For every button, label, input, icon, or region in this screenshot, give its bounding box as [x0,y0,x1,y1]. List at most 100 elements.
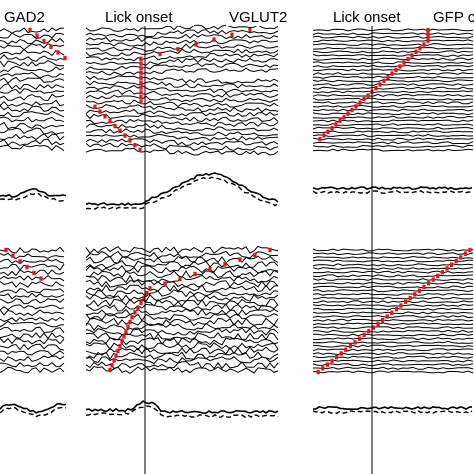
average-trace-vglut2-top [85,172,279,207]
onset-marker-gfp-bot-30 [335,355,339,360]
trace-vglut2-top-23 [85,133,279,142]
trace-gad2-bot-6 [0,274,65,282]
onset-marker-vglut2-top-24 [128,138,132,143]
trace-vglut2-bot-24 [85,356,279,365]
trace-vglut2-top-2 [85,29,279,38]
onset-marker-gfp-top-17 [374,86,378,91]
onset-marker-vglut2-bot-15 [130,315,134,320]
trace-vglut2-top-7 [85,53,279,62]
onset-marker-vglut2-bot-5 [208,267,212,272]
trace-vglut2-bot-9 [85,284,279,293]
trace-gfp-bot-8 [312,274,474,278]
onset-marker-gfp-bot-18 [390,310,394,315]
trace-gfp-bot-15 [312,300,473,304]
average-trace-gad2-bot [0,402,67,414]
onset-marker-vglut2-bot-11 [142,295,146,301]
onset-marker-vglut2-bot-17 [126,324,130,329]
trace-gfp-bot-19 [312,315,474,319]
trace-gfp-bot-22 [312,326,474,330]
trace-gfp-top-16 [312,83,474,87]
trace-gfp-top-8 [312,54,474,57]
trace-vglut2-top-19 [85,113,279,123]
onset-marker-vglut2-bot-25 [110,363,114,368]
lick-onset-lines [144,22,373,474]
trace-gad2-top-13 [0,93,65,102]
onset-marker-gfp-top-5 [422,42,426,47]
average-trace-gad2-top [0,188,67,198]
trace-gad2-top-6 [0,54,65,62]
onset-marker-gfp-bot-33 [321,366,325,371]
trace-gfp-top-20 [312,97,473,101]
onset-marker-gad2-bot-3 [18,259,22,264]
trace-vglut2-top-1 [85,24,279,32]
trace-gfp-bot-6 [312,267,474,270]
onset-marker-gfp-top-1 [426,27,430,33]
lick-onset-label-gfp: Lick onset [333,9,401,26]
onset-marker-gfp-top-19 [366,93,370,98]
onset-marker-vglut2-top-17 [93,104,97,109]
trace-gad2-bot-4 [0,263,65,271]
trace-gfp-bot-2 [312,252,474,256]
onset-marker-vglut2-bot-12 [139,300,143,305]
trace-vglut2-bot-17 [85,322,279,332]
trace-vglut2-bot-13 [85,303,279,312]
trace-gfp-top-34 [312,148,474,152]
trace-vglut2-bot-21 [85,341,279,351]
onset-marker-vglut2-bot-1 [268,247,272,253]
onset-marker-vglut2-bot-3 [238,257,242,262]
onset-marker-gfp-bot-32 [325,362,329,367]
average-trace-vglut2-bot [85,400,279,414]
trace-gfp-top-10 [312,61,474,65]
trace-vglut2-bot-23 [85,351,279,360]
trace-vglut2-bot-14 [85,308,279,317]
onset-marker-gad2-bot-1 [4,247,8,253]
trace-gad2-top-16 [0,110,65,118]
trace-vglut2-bot-16 [85,317,279,327]
onset-marker-vglut2-bot-6 [193,271,197,277]
onset-marker-vglut2-bot-22 [116,348,120,353]
onset-marker-vglut2-top-11 [139,75,143,81]
trace-gfp-top-4 [312,39,474,43]
onset-marker-gfp-bot-5 [450,262,454,267]
onset-marker-gfp-bot-28 [344,347,348,352]
trace-gad2-bot-11 [0,304,65,311]
trace-vglut2-bot-5 [85,265,279,274]
onset-marker-gfp-bot-3 [459,255,463,260]
onset-marker-vglut2-bot-19 [122,334,126,339]
onset-marker-gfp-bot-31 [330,358,334,364]
trace-gad2-top-19 [0,127,65,135]
onset-marker-gfp-top-29 [326,129,330,134]
trace-gad2-top-11 [0,83,65,91]
trace-vglut2-bot-12 [85,298,279,308]
trace-gfp-bot-14 [312,296,474,300]
onset-marker-vglut2-top-23 [123,133,127,138]
onset-marker-gfp-top-26 [338,118,342,124]
trace-gfp-top-23 [312,108,474,112]
trace-gad2-bot-15 [0,326,65,334]
trace-gfp-bot-34 [313,370,474,374]
onset-marker-gfp-top-27 [334,122,338,127]
onset-marker-gfp-bot-20 [381,318,385,323]
trace-gfp-top-19 [312,93,474,97]
trace-gfp-bot-32 [312,363,474,367]
onset-marker-vglut2-bot-10 [145,291,149,296]
trace-gad2-bot-7 [0,281,65,288]
onset-marker-vglut2-bot-23 [114,353,118,358]
onset-marker-vglut2-top-4 [194,42,198,47]
trace-gad2-top-10 [0,76,65,84]
trace-gfp-bot-30 [312,355,474,359]
trace-gad2-top-7 [0,60,65,68]
trace-gad2-top-5 [0,48,65,57]
trace-gfp-top-6 [312,46,474,50]
onset-markers-layer [4,27,472,375]
trace-vglut2-bot-19 [85,332,279,341]
trace-vglut2-bot-26 [85,365,279,375]
trace-gad2-bot-3 [0,258,65,265]
onset-marker-gfp-bot-13 [413,292,417,297]
onset-marker-vglut2-bot-9 [148,286,152,291]
onset-marker-vglut2-bot-7 [178,276,182,281]
trace-gfp-bot-21 [312,322,474,326]
onset-marker-gad2-top-2 [35,33,39,38]
trace-gfp-top-33 [312,144,474,148]
trace-vglut2-bot-7 [85,274,279,284]
